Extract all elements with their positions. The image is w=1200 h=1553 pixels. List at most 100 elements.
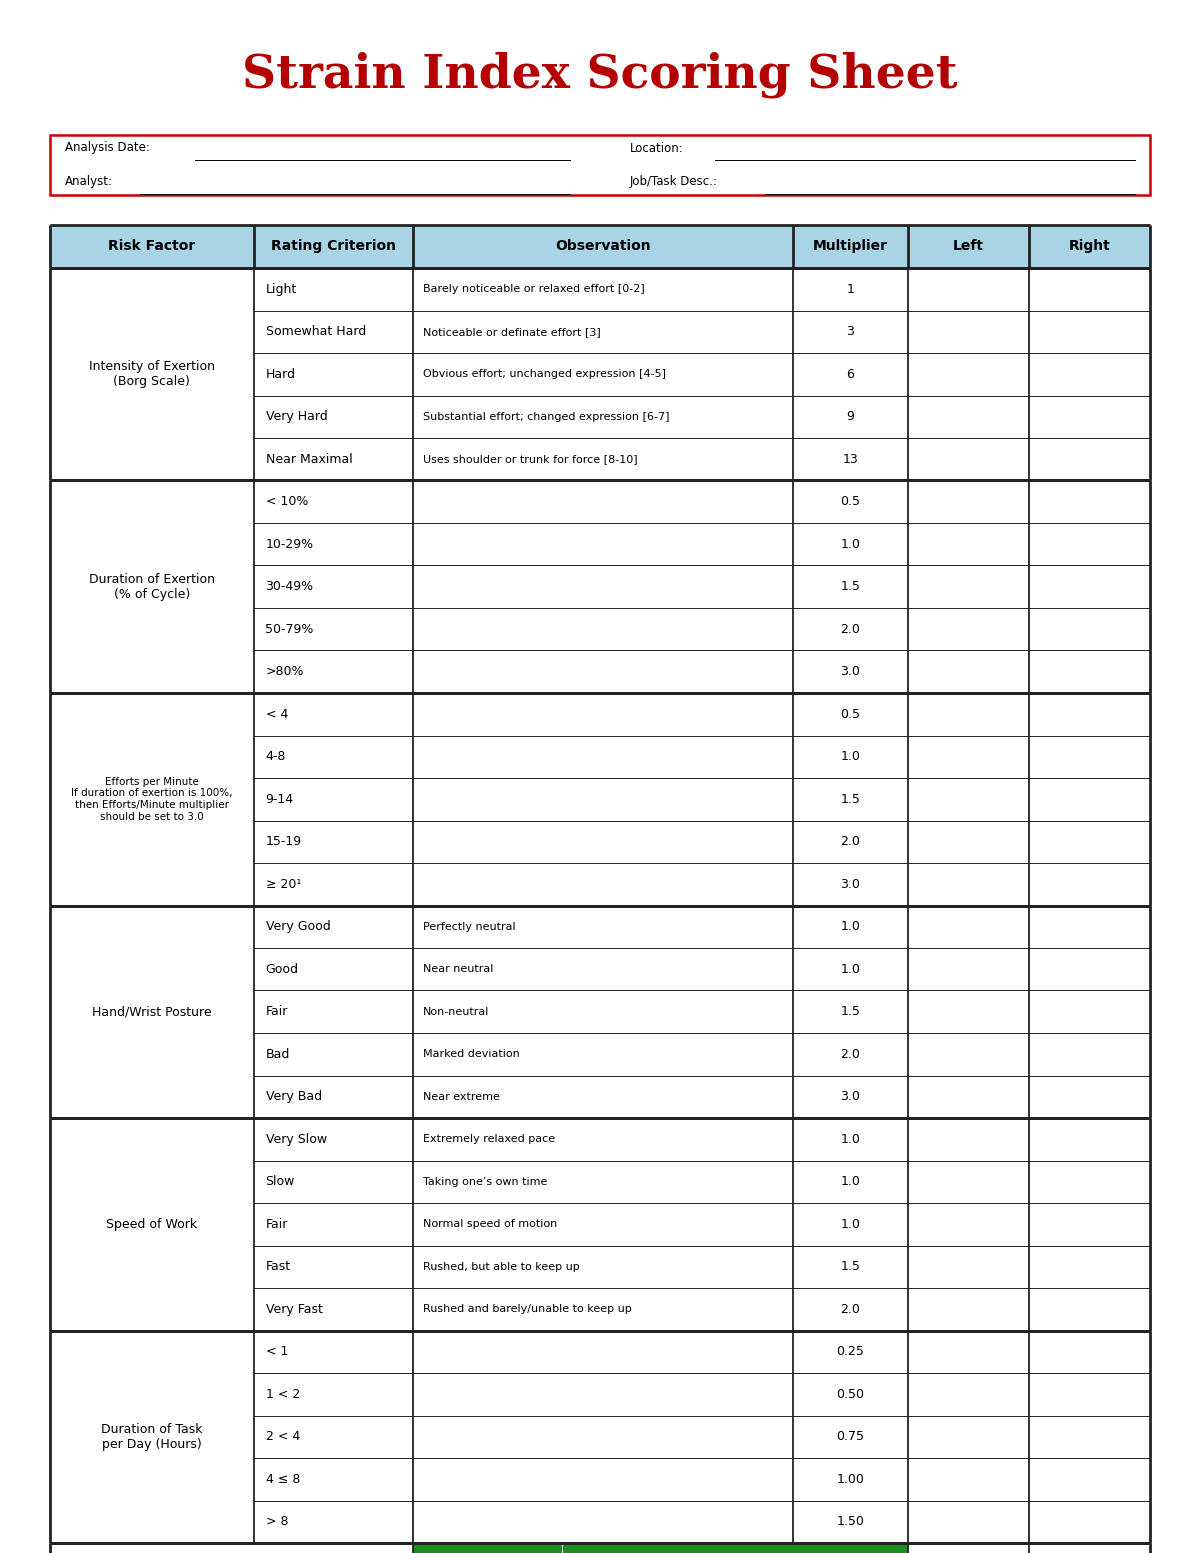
Text: Very Hard: Very Hard	[265, 410, 328, 424]
Text: Very Good: Very Good	[265, 921, 330, 933]
Text: 2.0: 2.0	[840, 1303, 860, 1315]
Text: Noticeable or definate effort [3]: Noticeable or definate effort [3]	[422, 326, 601, 337]
Text: 1.5: 1.5	[840, 1259, 860, 1273]
Text: Taking one’s own time: Taking one’s own time	[422, 1177, 547, 1186]
Text: 13: 13	[842, 453, 858, 466]
Text: Analyst:: Analyst:	[65, 175, 113, 188]
Text: Near extreme: Near extreme	[422, 1092, 500, 1101]
Text: Duration of Task
per Day (Hours): Duration of Task per Day (Hours)	[101, 1423, 203, 1451]
Text: Multiplier: Multiplier	[812, 239, 888, 253]
Text: Extremely relaxed pace: Extremely relaxed pace	[422, 1134, 556, 1145]
Text: Rushed, but able to keep up: Rushed, but able to keep up	[422, 1261, 580, 1272]
Text: < 10%: < 10%	[265, 495, 308, 508]
Text: Obvious effort; unchanged expression [4-5]: Obvious effort; unchanged expression [4-…	[422, 370, 666, 379]
Text: Substantial effort; changed expression [6-7]: Substantial effort; changed expression […	[422, 412, 670, 422]
Text: 9: 9	[846, 410, 854, 424]
Text: Bad: Bad	[265, 1048, 290, 1061]
Text: 2.0: 2.0	[840, 1048, 860, 1061]
Bar	[50, 480, 1150, 693]
Bar	[50, 693, 1150, 905]
Text: 1.0: 1.0	[840, 1176, 860, 1188]
Bar	[50, 269, 1150, 480]
Text: 6: 6	[846, 368, 854, 380]
Text: 1.00: 1.00	[836, 1472, 864, 1486]
Text: Hand/Wrist Posture: Hand/Wrist Posture	[92, 1005, 211, 1019]
Text: Near Maximal: Near Maximal	[265, 453, 353, 466]
Text: ≥ 20¹: ≥ 20¹	[265, 877, 301, 891]
Text: Barely noticeable or relaxed effort [0-2]: Barely noticeable or relaxed effort [0-2…	[422, 284, 644, 294]
Text: < 4: < 4	[265, 708, 288, 721]
Text: 9-14: 9-14	[265, 792, 294, 806]
Text: Light: Light	[265, 283, 296, 295]
Text: 1 < 2: 1 < 2	[265, 1388, 300, 1401]
Text: Fair: Fair	[265, 1218, 288, 1230]
Text: Strain Index Scoring Sheet: Strain Index Scoring Sheet	[242, 51, 958, 98]
Text: 30-49%: 30-49%	[265, 581, 313, 593]
Text: Analysis Date:: Analysis Date:	[65, 141, 150, 154]
Bar	[413, 1544, 562, 1553]
Text: 1.0: 1.0	[840, 921, 860, 933]
Text: Left: Left	[953, 239, 984, 253]
Text: Very Bad: Very Bad	[265, 1090, 322, 1103]
Text: Rating Criterion: Rating Criterion	[271, 239, 396, 253]
Text: 2.0: 2.0	[840, 836, 860, 848]
Text: Very Fast: Very Fast	[265, 1303, 323, 1315]
Text: Observation: Observation	[554, 239, 650, 253]
Text: 10-29%: 10-29%	[265, 537, 313, 551]
Text: Intensity of Exertion
(Borg Scale): Intensity of Exertion (Borg Scale)	[89, 360, 215, 388]
Text: 0.75: 0.75	[836, 1430, 864, 1443]
Text: 1.0: 1.0	[840, 963, 860, 975]
Text: 1.50: 1.50	[836, 1516, 864, 1528]
Text: Near neutral: Near neutral	[422, 964, 493, 974]
Text: 1.0: 1.0	[840, 1132, 860, 1146]
Text: Rushed and barely/unable to keep up: Rushed and barely/unable to keep up	[422, 1305, 631, 1314]
Text: 1: 1	[846, 283, 854, 295]
Text: Normal speed of motion: Normal speed of motion	[422, 1219, 557, 1230]
Text: 1.0: 1.0	[840, 537, 860, 551]
Text: Fair: Fair	[265, 1005, 288, 1019]
Text: < 1: < 1	[265, 1345, 288, 1359]
Text: Location:: Location:	[630, 141, 684, 154]
Bar	[50, 225, 1150, 269]
Text: Efforts per Minute
If duration of exertion is 100%,
then Efforts/Minute multipli: Efforts per Minute If duration of exerti…	[71, 776, 233, 822]
Text: 1.5: 1.5	[840, 1005, 860, 1019]
Text: 0.50: 0.50	[836, 1388, 864, 1401]
Text: 3.0: 3.0	[840, 665, 860, 679]
Text: 50-79%: 50-79%	[265, 623, 314, 635]
Text: 3.0: 3.0	[840, 1090, 860, 1103]
Text: 1.0: 1.0	[840, 750, 860, 763]
Text: Speed of Work: Speed of Work	[106, 1218, 197, 1230]
Text: 15-19: 15-19	[265, 836, 301, 848]
Text: 0.25: 0.25	[836, 1345, 864, 1359]
Text: 1.5: 1.5	[840, 581, 860, 593]
Text: 3: 3	[846, 325, 854, 339]
Text: 4-8: 4-8	[265, 750, 286, 763]
Text: 0.5: 0.5	[840, 708, 860, 721]
Text: Somewhat Hard: Somewhat Hard	[265, 325, 366, 339]
Text: Slow: Slow	[265, 1176, 295, 1188]
Bar	[50, 1331, 1150, 1544]
Text: >80%: >80%	[265, 665, 304, 679]
Text: > 8: > 8	[265, 1516, 288, 1528]
Text: Good: Good	[265, 963, 299, 975]
Text: Uses shoulder or trunk for force [8-10]: Uses shoulder or trunk for force [8-10]	[422, 453, 637, 464]
Text: 4 ≤ 8: 4 ≤ 8	[265, 1472, 300, 1486]
Text: Very Slow: Very Slow	[265, 1132, 326, 1146]
Text: Job/Task Desc.:: Job/Task Desc.:	[630, 175, 718, 188]
Text: Fast: Fast	[265, 1259, 290, 1273]
Text: 1.5: 1.5	[840, 792, 860, 806]
Bar	[50, 1544, 1150, 1553]
Text: 2.0: 2.0	[840, 623, 860, 635]
Text: Hard: Hard	[265, 368, 295, 380]
Bar	[50, 135, 1150, 196]
Text: Duration of Exertion
(% of Cycle): Duration of Exertion (% of Cycle)	[89, 573, 215, 601]
Text: Perfectly neutral: Perfectly neutral	[422, 922, 516, 932]
Text: 3.0: 3.0	[840, 877, 860, 891]
Text: 0.5: 0.5	[840, 495, 860, 508]
Text: Non-neutral: Non-neutral	[422, 1006, 490, 1017]
Bar	[50, 905, 1150, 1118]
Text: Risk Factor: Risk Factor	[108, 239, 196, 253]
Text: 2 < 4: 2 < 4	[265, 1430, 300, 1443]
Text: Right: Right	[1069, 239, 1110, 253]
Bar	[562, 1544, 908, 1553]
